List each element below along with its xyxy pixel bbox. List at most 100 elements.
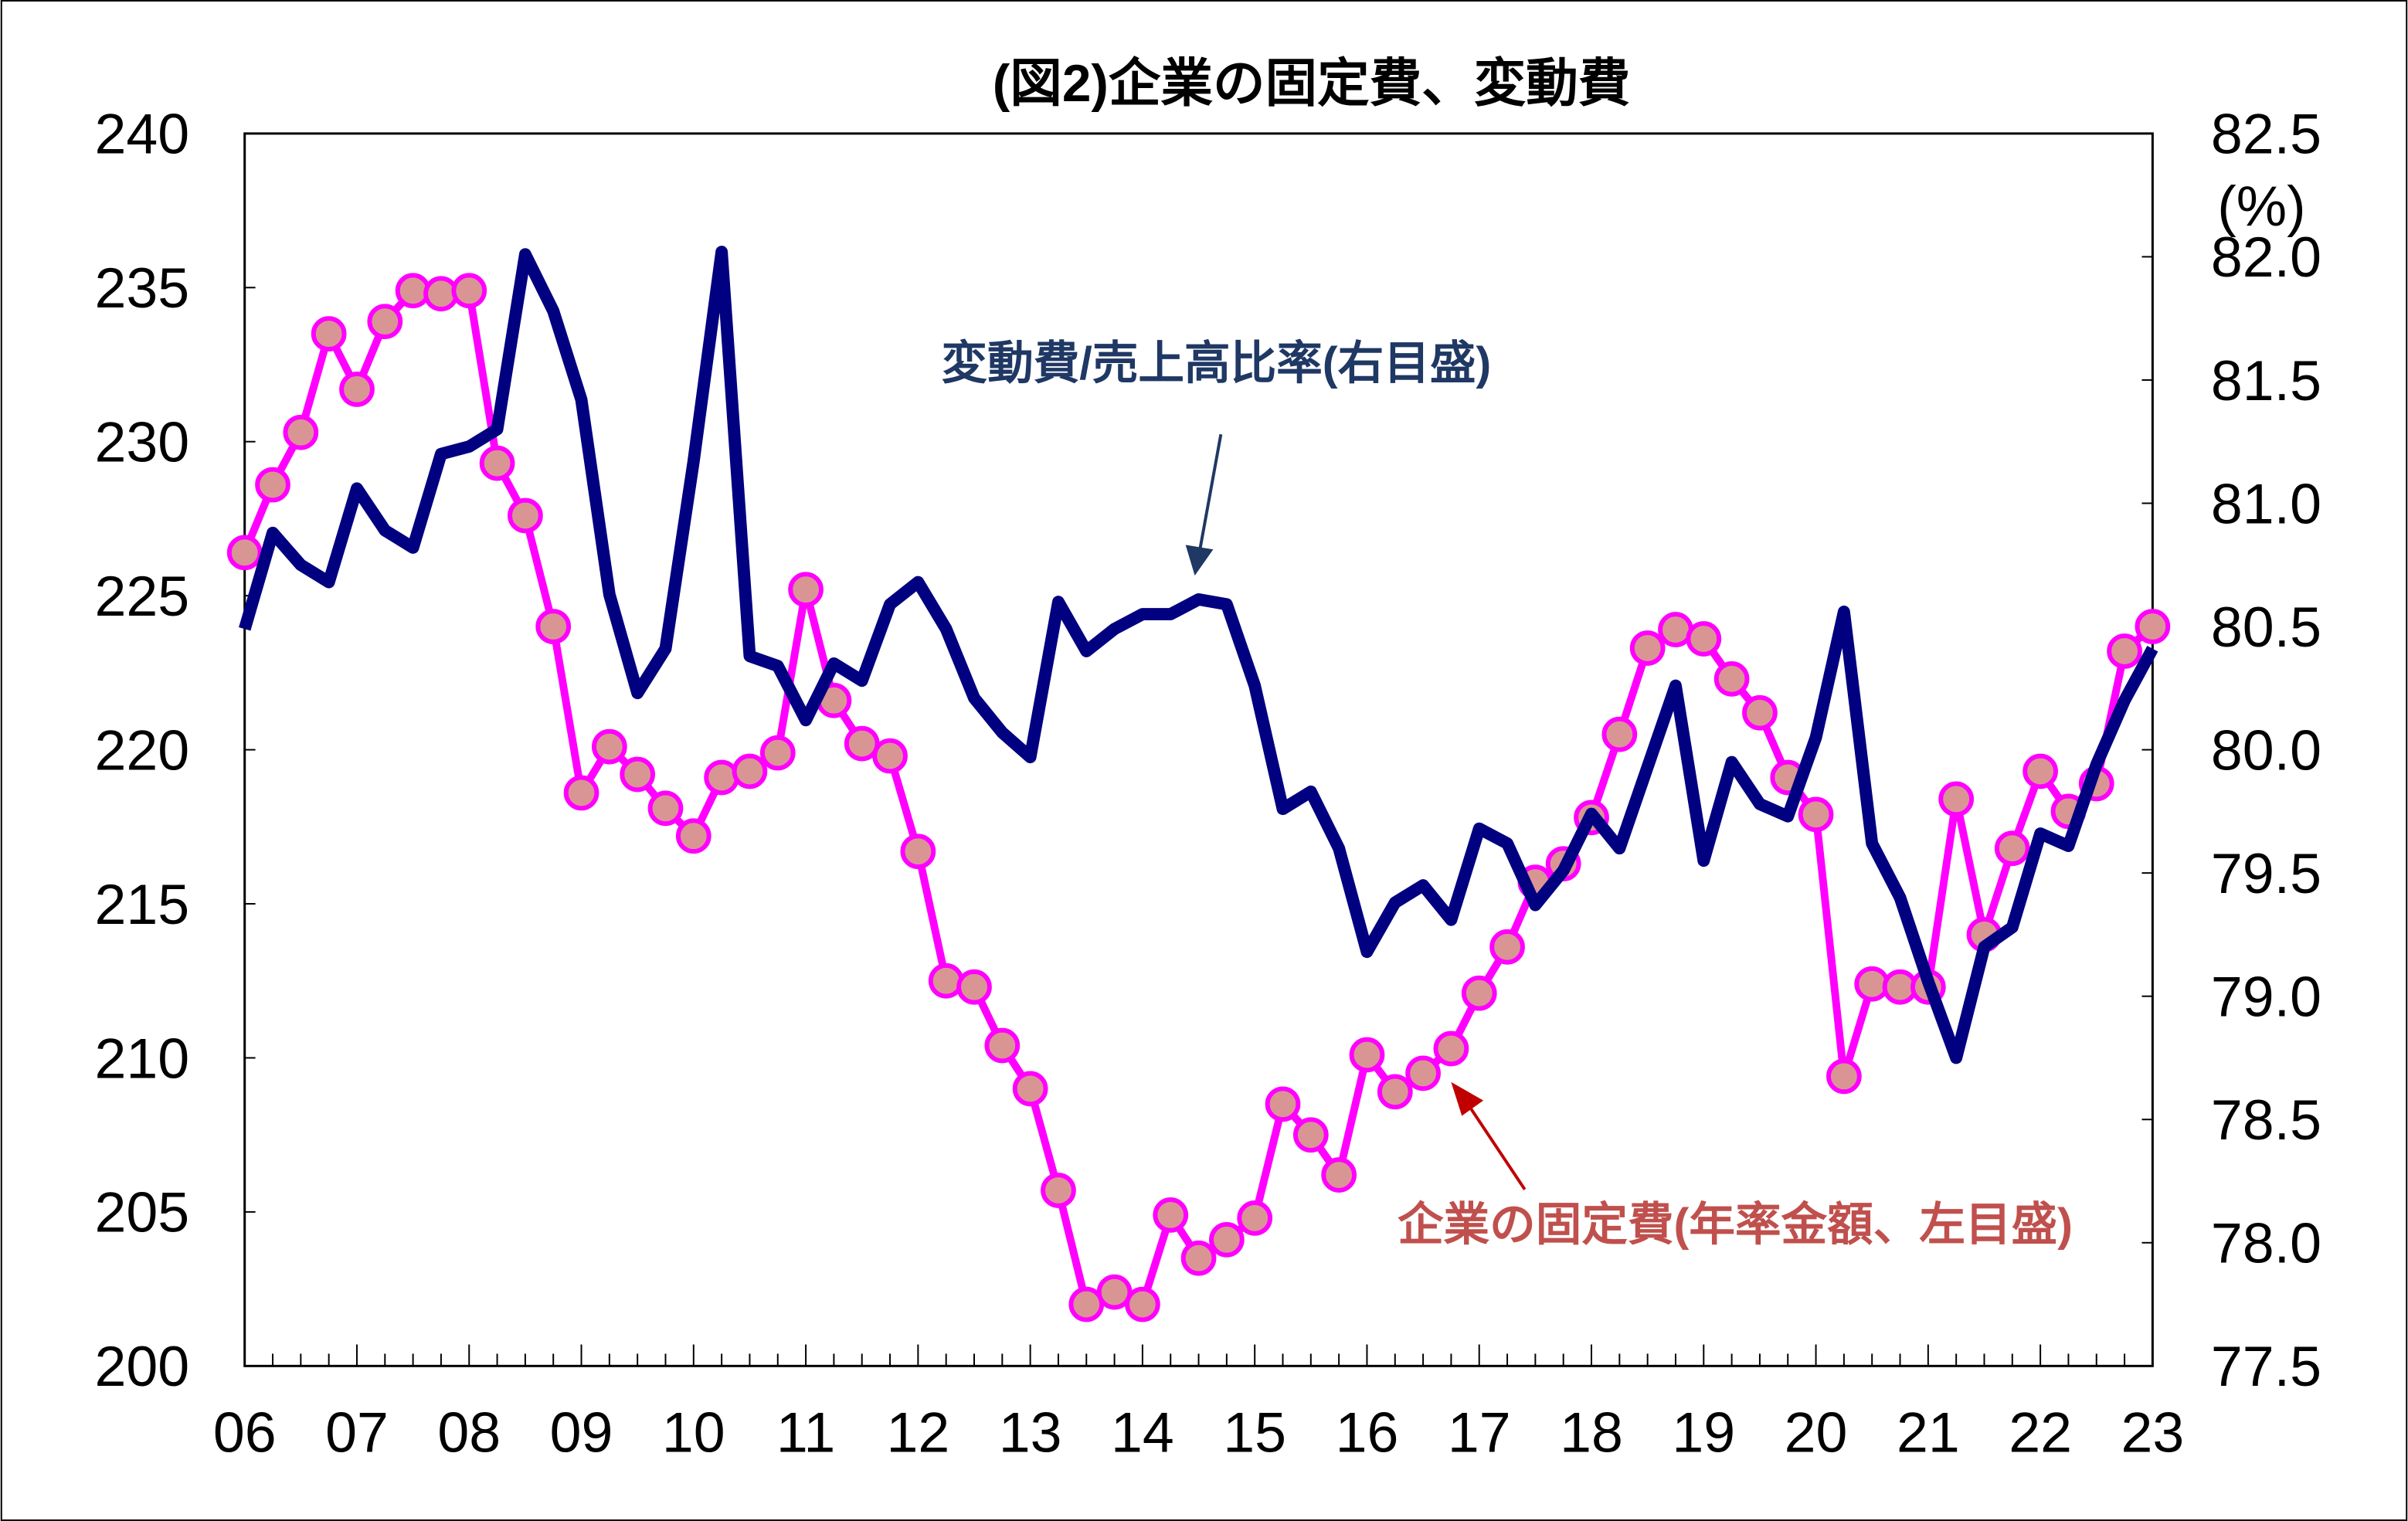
left-tick-label: 240 [95, 102, 190, 166]
x-tick-label: 14 [1111, 1400, 1174, 1465]
right-tick-label: 80.0 [2211, 718, 2321, 782]
fixed-cost-point [1377, 1074, 1413, 1110]
fixed-cost-point [844, 725, 880, 762]
fixed-cost-point [956, 969, 992, 1005]
fixed-cost-point [1237, 1200, 1273, 1236]
fixed-cost-point [2023, 753, 2058, 789]
fixed-cost-point [620, 756, 656, 793]
fixed-cost-point [1321, 1157, 1357, 1193]
fixed-cost-point [591, 728, 627, 765]
fixed-cost-point [508, 497, 543, 534]
x-tick-label: 17 [1448, 1400, 1511, 1465]
x-tick-label: 07 [325, 1400, 389, 1465]
fixed-cost-point [255, 467, 290, 503]
x-tick-label: 10 [662, 1400, 725, 1465]
fixed-cost-point [1405, 1055, 1441, 1092]
variable-annotation: 変動費/売上高比率(右目盛) [942, 338, 1492, 389]
right-tick-label: 79.0 [2211, 965, 2321, 1029]
fixed-cost-point [788, 572, 824, 608]
x-tick-label: 12 [886, 1400, 949, 1465]
fixed-cost-point [1068, 1286, 1105, 1322]
chart-title: (図2)企業の固定費、変動費 [993, 55, 1631, 113]
fixed-cost-point [311, 316, 347, 351]
fixed-cost-point [1798, 796, 1834, 833]
fixed-cost-point [1461, 975, 1497, 1011]
right-tick-label: 79.5 [2211, 841, 2321, 905]
right-tick-label: 82.0 [2211, 225, 2321, 289]
fixed-cost-point [1601, 716, 1638, 752]
fixed-cost-point [984, 1027, 1021, 1064]
fixed-cost-point [872, 738, 908, 774]
x-tick-label: 20 [1785, 1400, 1848, 1465]
fixed-cost-point [1686, 621, 1722, 657]
fixed-cost-point [1292, 1117, 1329, 1153]
variable-cost-ratio-line [239, 246, 2158, 1064]
fixed-cost-point [928, 963, 964, 999]
fixed-cost-point [2135, 609, 2171, 644]
fixed-cost-point [675, 818, 712, 854]
fixed-cost-point [1938, 781, 1975, 817]
fixed-arrow-head [1451, 1081, 1484, 1116]
fixed-cost-point [1826, 1058, 1862, 1095]
fixed-cost-point [2107, 633, 2142, 669]
x-tick-label: 13 [999, 1400, 1062, 1465]
right-tick-label: 80.5 [2211, 595, 2321, 659]
fixed-arrow [1465, 1101, 1527, 1190]
right-tick-label: 81.5 [2211, 348, 2321, 413]
fixed-cost-point [1012, 1071, 1048, 1107]
fixed-cost-point [1629, 630, 1666, 666]
x-tick-label: 19 [1672, 1400, 1735, 1465]
left-tick-label: 210 [95, 1026, 190, 1090]
fixed-cost-point [732, 753, 768, 789]
x-tick-label: 21 [1897, 1400, 1960, 1465]
fixed-cost-point [1742, 694, 1778, 731]
fixed-cost-point [1125, 1286, 1160, 1322]
variable-arrow [1197, 433, 1223, 553]
fixed-cost-point [759, 735, 796, 771]
fixed-cost-point [1994, 830, 2030, 867]
fixed-cost-point [1713, 661, 1750, 697]
x-tick-label: 23 [2121, 1400, 2185, 1465]
right-tick-label: 78.5 [2211, 1088, 2321, 1152]
right-axis-unit: (%) [2217, 174, 2305, 238]
right-tick-label: 78.0 [2211, 1211, 2321, 1275]
x-tick-label: 15 [1223, 1400, 1286, 1465]
right-tick-label: 82.5 [2211, 102, 2321, 166]
left-tick-label: 235 [95, 256, 190, 320]
x-tick-label: 09 [550, 1400, 613, 1465]
left-tick-label: 230 [95, 410, 190, 474]
left-tick-label: 200 [95, 1334, 190, 1398]
fixed-cost-point [1265, 1086, 1301, 1122]
x-tick-label: 11 [776, 1400, 835, 1465]
left-tick-label: 205 [95, 1180, 190, 1244]
fixed-cost-point [226, 535, 263, 571]
fixed-cost-point [704, 759, 739, 796]
fixed-cost-point [1489, 929, 1525, 965]
left-tick-label: 215 [95, 872, 190, 936]
x-tick-label: 06 [213, 1400, 277, 1465]
right-tick-label: 81.0 [2211, 471, 2321, 535]
fixed-cost-point [647, 790, 684, 827]
fixed-cost-point [1041, 1173, 1076, 1208]
fixed-annotation: 企業の固定費(年率金額、左目盛) [1398, 1198, 2073, 1250]
x-tick-label: 08 [437, 1400, 501, 1465]
fixed-cost-point [1433, 1030, 1469, 1067]
fixed-cost-point [367, 304, 403, 340]
fixed-cost-point [1096, 1274, 1133, 1310]
fixed-cost-point [479, 445, 515, 481]
fixed-cost-point [339, 372, 375, 407]
fixed-cost-point [1153, 1197, 1189, 1233]
fixed-cost-point [900, 833, 936, 870]
left-tick-label: 225 [95, 564, 190, 628]
x-tick-label: 16 [1336, 1400, 1399, 1465]
x-tick-label: 18 [1560, 1400, 1623, 1465]
fixed-cost-point [563, 775, 599, 811]
fixed-cost-point [1209, 1221, 1245, 1258]
fixed-cost-point [451, 273, 487, 309]
fixed-cost-point [283, 414, 319, 450]
right-tick-label: 77.5 [2211, 1334, 2321, 1398]
left-tick-label: 220 [95, 718, 190, 782]
fixed-cost-point [1180, 1240, 1217, 1276]
fixed-cost-point [1349, 1037, 1385, 1073]
